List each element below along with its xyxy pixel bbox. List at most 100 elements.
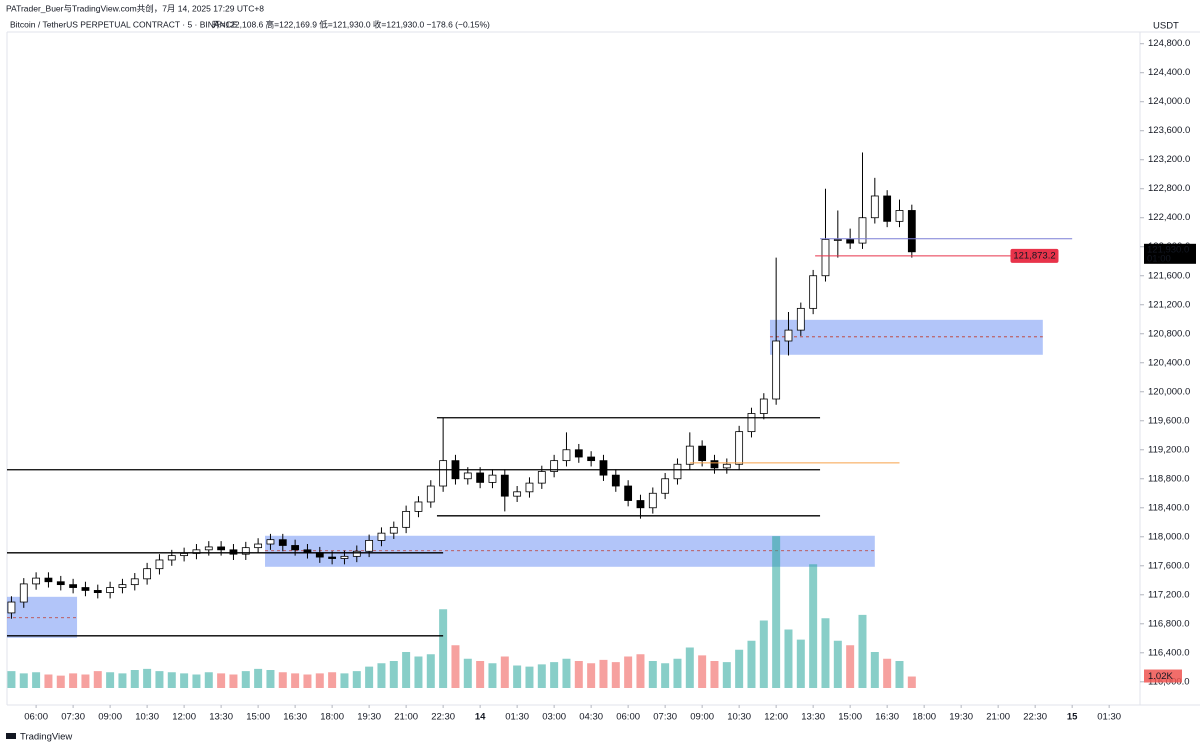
volume-bar [204,672,213,688]
y-tick-label: 121,600.0 [1148,270,1190,281]
volume-bar [19,673,28,688]
candle-body [328,556,337,559]
volume-bar [217,673,226,688]
candle-body [809,275,818,309]
volume-bar [118,673,127,688]
x-tick-label: 19:30 [357,712,381,723]
candle-body [784,329,793,342]
volume-bar [180,673,189,688]
volume-bar [291,673,300,688]
y-tick-label: 123,200.0 [1148,154,1190,165]
volume-bar [143,668,152,688]
candle-body [883,195,892,222]
candle-body [513,491,522,497]
candle-body [698,445,707,462]
candle-body [44,577,53,583]
volume-bar [130,670,139,688]
volume-bar [809,564,818,688]
volume-bar [648,661,657,688]
candle-body [599,460,608,476]
alert-label: 121,873.2 [1013,250,1055,261]
volume-bar [377,663,386,688]
volume-bar [365,666,374,688]
y-tick-label: 116,400.0 [1148,647,1190,658]
unit: USDT [1153,21,1179,32]
candle-body [476,472,485,483]
y-tick-label: 118,800.0 [1148,473,1190,484]
volume-bar [525,666,534,688]
candle-body [106,587,115,594]
x-tick-label: 16:30 [283,712,307,723]
volume-bar [759,620,768,688]
y-tick-label: 119,600.0 [1148,415,1190,426]
candle-body [402,510,411,528]
candle-body [254,543,263,549]
x-tick-label: 01:30 [1097,712,1121,723]
x-tick-label: 14 [475,712,486,723]
x-tick-label: 18:00 [320,712,344,723]
candle-body [241,547,250,555]
volume-bar [44,674,53,688]
x-tick-label: 07:30 [653,712,677,723]
y-tick-label: 123,600.0 [1148,125,1190,136]
volume-bar [93,671,102,688]
volume-bar [192,674,201,688]
candle-body [192,549,201,554]
volume-bar [106,672,115,688]
volume-bar [611,662,620,688]
symbol: Bitcoin / TetherUS PERPETUAL CONTRACT · … [10,19,238,29]
volume-bar [352,671,361,688]
volume-bar [895,661,904,688]
x-tick-label: 06:00 [616,712,640,723]
candle-body [266,539,275,545]
volume-bar [155,671,164,688]
volume-bar [229,674,238,688]
candle-body [562,449,571,462]
candle-body [648,492,657,509]
volume-bar [414,656,423,688]
candle-body [537,471,546,484]
candle-body [69,584,78,588]
candle-body [759,398,768,414]
x-tick-label: 21:00 [394,712,418,723]
y-tick-label: 116,800.0 [1148,618,1190,629]
candle-body [93,590,102,594]
volume-bar [81,674,90,688]
candle-body [229,549,238,555]
x-tick-label: 12:00 [172,712,196,723]
candle-body [772,340,781,400]
volume-bar [488,663,497,688]
volume-bar [599,659,608,688]
x-tick-label: 21:00 [986,712,1010,723]
x-tick-label: 13:30 [801,712,825,723]
candle-body [19,583,28,603]
candle-body [291,545,300,551]
volume-bar [7,671,16,688]
candle-body [118,584,127,588]
volume-bar [661,663,670,688]
y-tick-label: 120,400.0 [1148,357,1190,368]
volume-bar [772,536,781,688]
candle-body [7,601,16,614]
volume-bar [513,665,522,688]
candle-body [130,578,139,586]
x-tick-label: 13:30 [209,712,233,723]
candle-body [389,526,398,534]
price-tag-countdown: 01:00 [1147,253,1171,264]
x-tick-label: 16:30 [875,712,899,723]
candle-body [377,532,386,541]
volume-bar [698,655,707,688]
volume-bar [266,670,275,688]
x-tick-label: 22:30 [1023,712,1047,723]
x-tick-label: 18:00 [912,712,936,723]
candle-body [500,474,509,497]
volume-bar [907,676,916,688]
y-tick-label: 121,200.0 [1148,299,1190,310]
volume-bar [500,656,509,688]
candle-body [143,568,152,580]
volume-bar [476,661,485,688]
volume-bar [784,629,793,688]
candle-body [611,474,620,487]
volume-bar [340,673,349,688]
